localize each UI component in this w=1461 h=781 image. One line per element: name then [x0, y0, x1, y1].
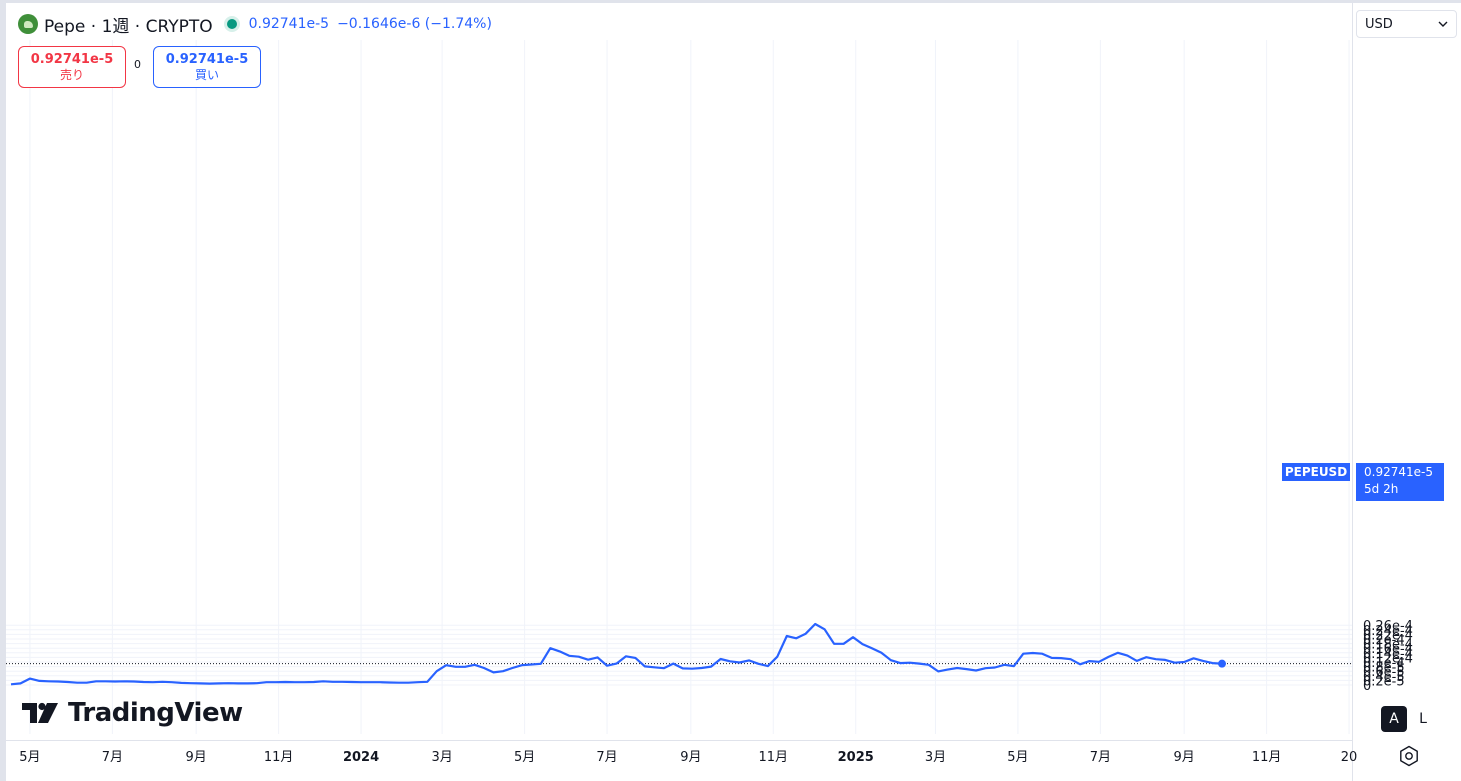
- time-tick-label: 3月: [432, 750, 453, 765]
- pepe-coin-icon: [18, 14, 38, 34]
- tradingview-logo-text: TradingView: [68, 698, 243, 728]
- bar-countdown: 5d 2h: [1364, 482, 1399, 496]
- time-tick-label: 5月: [514, 750, 535, 765]
- time-tick-label: 5月: [1007, 750, 1028, 765]
- last-price-value: 0.92741e-5: [248, 16, 330, 32]
- time-tick-label: 7月: [1090, 750, 1111, 765]
- last-price-tag: 0.92741e-5 5d 2h: [1356, 463, 1444, 501]
- time-tick-label: 3月: [925, 750, 946, 765]
- price-scale-labels: 0.26e-40.24e-40.22e-40.2e-40.18e-40.16e-…: [1363, 619, 1413, 694]
- time-tick-label: 2025: [838, 750, 874, 765]
- buy-button[interactable]: 0.92741e-5 買い: [153, 46, 261, 88]
- price-tick-label: 0.16e-4: [1363, 642, 1413, 657]
- time-tick-label: 9月: [186, 750, 207, 765]
- symbol-title[interactable]: Pepe · 1週 · CRYPTO: [44, 16, 213, 37]
- price-tick-label: 0.12e-4: [1363, 651, 1413, 666]
- price-tick-label: 0.24e-4: [1363, 624, 1413, 639]
- price-series-line: [10, 622, 1223, 686]
- price-tick-label: 0.22e-4: [1363, 628, 1413, 643]
- currency-select[interactable]: USD: [1356, 10, 1457, 38]
- price-tick-label: 0: [1363, 679, 1371, 694]
- symbol-legend: Pepe · 1週 · CRYPTO 0.92741e-5 −0.1646e-6…: [18, 11, 492, 37]
- axes: [6, 3, 1353, 781]
- buy-label: 買い: [194, 67, 219, 82]
- price-tick-label: 0.2e-5: [1363, 674, 1405, 689]
- time-tick-label: 9月: [1174, 750, 1195, 765]
- price-tick-label: 0.14e-4: [1363, 647, 1413, 662]
- last-price-tag-value: 0.92741e-5: [1364, 465, 1433, 479]
- currency-value: USD: [1365, 16, 1393, 32]
- time-tick-label: 9月: [680, 750, 701, 765]
- spread-value: 0: [134, 58, 141, 71]
- tradingview-logo[interactable]: TradingView: [22, 698, 243, 728]
- sell-label: 売り: [59, 67, 84, 82]
- market-status-icon[interactable]: [226, 19, 237, 29]
- time-tick-label: 5月: [19, 750, 40, 765]
- sell-price: 0.92741e-5: [30, 51, 114, 67]
- grid: [6, 40, 1352, 734]
- time-tick-label: 11月: [759, 750, 789, 765]
- price-tick-label: 0.18e-4: [1363, 638, 1413, 653]
- tradingview-logo-icon: [22, 702, 58, 723]
- time-tick-label: 2024: [343, 750, 379, 765]
- price-tick-label: 0.6e-5: [1363, 665, 1405, 680]
- time-tick-label: 7月: [102, 750, 123, 765]
- auto-scale-button[interactable]: A: [1381, 706, 1407, 732]
- price-tick-label: 0.8e-5: [1363, 661, 1405, 676]
- price-tick-label: 0.4e-5: [1363, 670, 1405, 685]
- last-price-point: [1218, 659, 1226, 668]
- time-tick-label: 7月: [596, 750, 617, 765]
- symbol-tag: PEPEUSD: [1282, 463, 1350, 481]
- time-tick-label: 11月: [1252, 750, 1282, 765]
- price-tick-label: 0.26e-4: [1363, 619, 1413, 634]
- price-tick-label: 0.1e-4: [1363, 656, 1405, 671]
- gear-icon[interactable]: [1397, 744, 1421, 768]
- time-tick-label: 20: [1341, 750, 1358, 765]
- price-change-value: −0.1646e-6 (−1.74%): [337, 16, 492, 32]
- chevron-down-icon: [1438, 21, 1448, 27]
- price-tick-label: 0.2e-4: [1363, 633, 1405, 648]
- sell-button[interactable]: 0.92741e-5 売り: [18, 46, 126, 88]
- log-scale-button[interactable]: L: [1410, 706, 1436, 732]
- left-border: [0, 0, 6, 781]
- top-border: [0, 0, 1461, 3]
- time-axis-labels: 5月 7月 9月 11月 2024 3月 5月 7月 9月 11月 2025 3月 5月 7月 9月 11月 2…: [19, 750, 1357, 765]
- buy-price: 0.92741e-5: [165, 51, 249, 67]
- time-tick-label: 11月: [264, 750, 294, 765]
